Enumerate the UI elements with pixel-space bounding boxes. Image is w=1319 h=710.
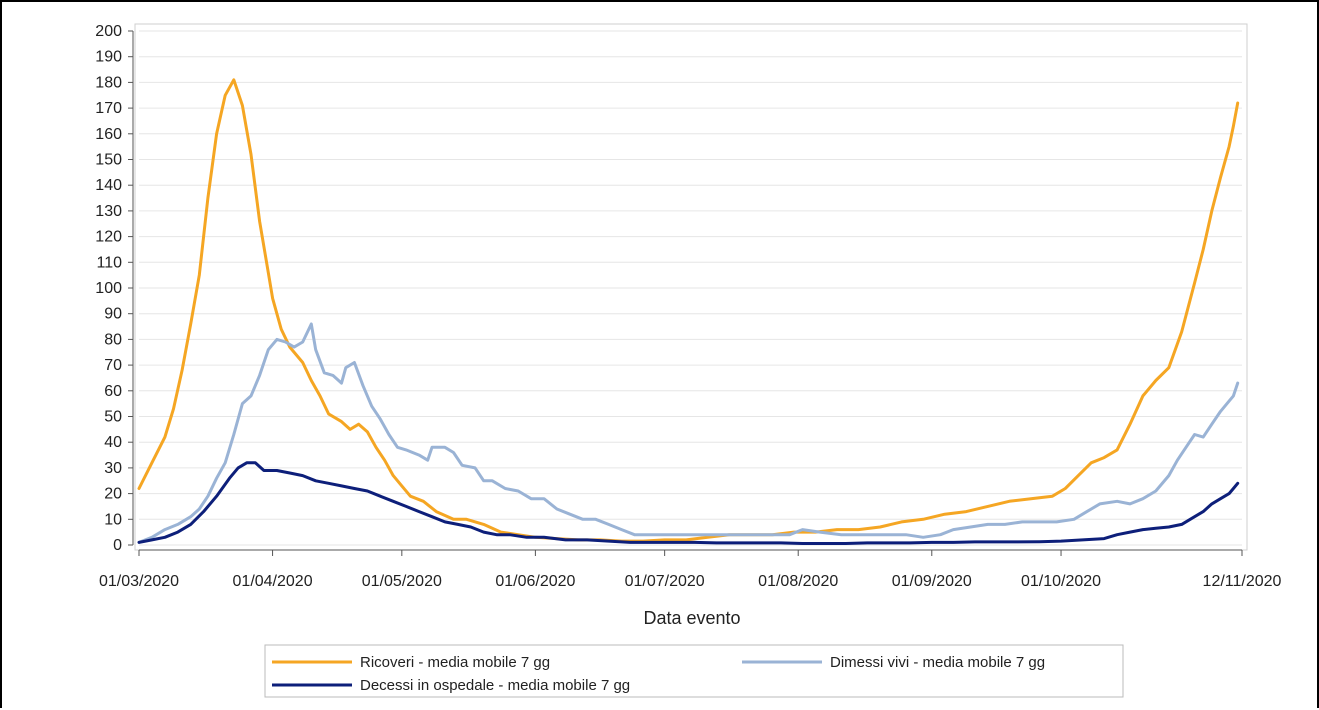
y-tick-label: 90 [104, 306, 122, 323]
legend-label-1: Ricoveri - media mobile 7 gg [360, 654, 550, 671]
y-tick-label: 140 [95, 177, 122, 194]
y-tick-label: 190 [95, 49, 122, 66]
y-tick-label: 110 [96, 254, 122, 271]
x-tick-label: 12/11/2020 [1203, 573, 1282, 590]
y-tick-label: 0 [113, 537, 122, 554]
y-tick-label: 50 [104, 409, 122, 426]
y-tick-label: 10 [104, 511, 122, 528]
y-tick-label: 150 [95, 152, 122, 169]
y-axis: 0 10 20 30 40 50 60 70 80 90 100 110 120 130 140 150 160… [95, 23, 134, 554]
series-line-1 [137, 78, 1240, 543]
x-axis-title: Data evento [643, 608, 740, 628]
y-tick-label: 160 [95, 126, 122, 143]
y-tick-label: 180 [95, 74, 122, 91]
x-tick-label: 01/07/2020 [625, 573, 705, 590]
x-tick-label: 01/06/2020 [495, 573, 575, 590]
y-tick-label: 40 [104, 434, 122, 451]
x-axis: 01/03/2020 01/04/2020 01/05/2020 01/06/2020… [99, 549, 1282, 590]
x-tick-label: 01/09/2020 [892, 573, 972, 590]
x-tick-label: 01/10/2020 [1021, 573, 1101, 590]
y-tick-label: 80 [104, 331, 122, 348]
y-tick-label: 170 [95, 100, 122, 117]
x-tick-label: 01/08/2020 [758, 573, 838, 590]
series [137, 78, 1240, 545]
legend-box [264, 644, 1124, 698]
series-line-2 [137, 322, 1240, 544]
x-tick-label: 01/04/2020 [233, 573, 313, 590]
legend: Ricoveri - media mobile 7 gg Dimessi vivi… [264, 644, 1124, 698]
y-tick-label: 20 [104, 486, 122, 503]
series-line-3 [137, 461, 1240, 545]
x-tick-label: 01/05/2020 [362, 573, 442, 590]
y-tick-label: 120 [95, 229, 122, 246]
y-tick-label: 70 [104, 357, 122, 374]
plot-area-border [134, 23, 1248, 551]
y-tick-label: 30 [104, 460, 122, 477]
legend-label-2: Dimessi vivi - media mobile 7 gg [830, 654, 1045, 671]
y-tick-label: 130 [95, 203, 122, 220]
gridlines [139, 30, 1242, 546]
y-tick-label: 60 [104, 383, 122, 400]
y-tick-label: 200 [95, 23, 122, 40]
y-tick-label: 100 [95, 280, 122, 297]
x-tick-label: 01/03/2020 [99, 573, 179, 590]
legend-label-3: Decessi in ospedale - media mobile 7 gg [360, 677, 630, 694]
